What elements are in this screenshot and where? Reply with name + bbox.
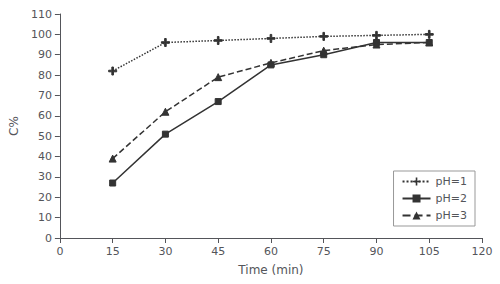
svg-text:60: 60 xyxy=(264,245,278,258)
svg-text:pH=1: pH=1 xyxy=(436,175,467,188)
svg-text:20: 20 xyxy=(38,191,52,204)
svg-text:pH=3: pH=3 xyxy=(436,209,467,222)
svg-text:0: 0 xyxy=(56,245,63,258)
svg-text:90: 90 xyxy=(369,245,383,258)
svg-text:45: 45 xyxy=(211,245,225,258)
svg-text:75: 75 xyxy=(317,245,331,258)
svg-text:10: 10 xyxy=(38,211,52,224)
svg-text:C%: C% xyxy=(7,116,21,136)
svg-text:0: 0 xyxy=(45,232,52,245)
svg-text:60: 60 xyxy=(38,109,52,122)
svg-text:70: 70 xyxy=(38,89,52,102)
svg-text:40: 40 xyxy=(38,150,52,163)
svg-text:100: 100 xyxy=(31,28,52,41)
svg-text:30: 30 xyxy=(38,170,52,183)
svg-text:110: 110 xyxy=(31,8,52,21)
svg-text:pH=2: pH=2 xyxy=(436,192,467,205)
svg-text:90: 90 xyxy=(38,48,52,61)
svg-text:50: 50 xyxy=(38,130,52,143)
svg-text:Time (min): Time (min) xyxy=(237,263,303,277)
svg-text:15: 15 xyxy=(106,245,120,258)
svg-text:30: 30 xyxy=(158,245,172,258)
svg-text:80: 80 xyxy=(38,69,52,82)
svg-text:105: 105 xyxy=(419,245,440,258)
svg-text:120: 120 xyxy=(472,245,493,258)
